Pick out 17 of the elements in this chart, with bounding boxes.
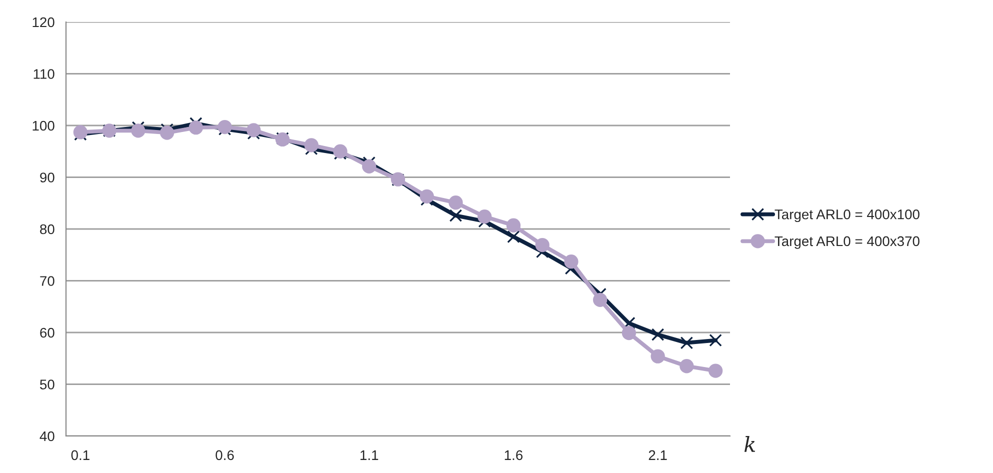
x-tick-label: 2.1 bbox=[648, 450, 667, 460]
x-tick-label: 0.1 bbox=[71, 450, 90, 460]
y-tick-label: 40 bbox=[40, 431, 54, 442]
x-tick-label: 1.1 bbox=[360, 450, 378, 460]
x-tick-label: 1.6 bbox=[504, 450, 523, 460]
y-tick-label: 110 bbox=[34, 69, 54, 79]
y-tick-label: 120 bbox=[32, 17, 54, 28]
x-axis-title: k bbox=[744, 436, 756, 452]
y-tick-label: 70 bbox=[40, 276, 54, 286]
y-tick-label: 80 bbox=[40, 224, 54, 234]
x-tick-label: 0.6 bbox=[216, 450, 234, 460]
legend-label: Target ARL0 = 400x370 bbox=[774, 236, 920, 249]
y-tick-label: 90 bbox=[40, 172, 54, 182]
y-tick-label: 60 bbox=[40, 328, 54, 338]
legend-label: Target ARL0 = 400x100 bbox=[774, 209, 920, 222]
y-tick-label: 50 bbox=[40, 380, 54, 390]
y-tick-label: 100 bbox=[32, 120, 54, 131]
